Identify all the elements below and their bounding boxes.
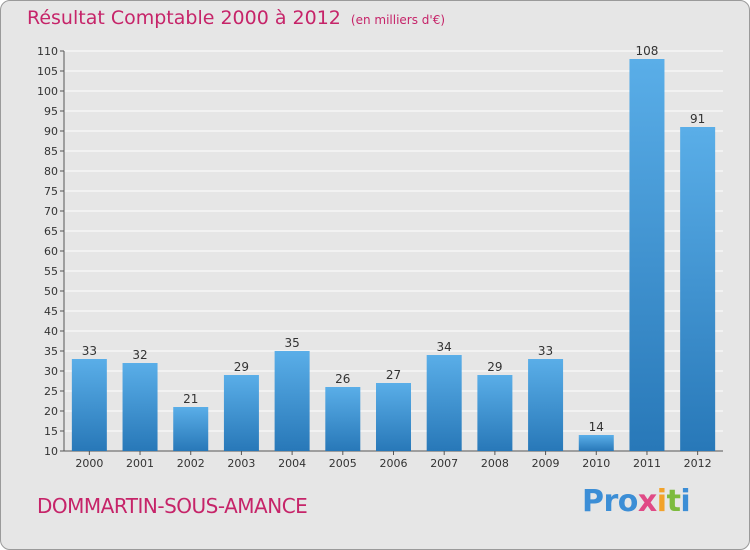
y-tick-label: 70 xyxy=(44,205,58,218)
x-tick-label: 2009 xyxy=(532,457,560,470)
proxiti-logo: Proxiti xyxy=(582,484,691,519)
commune-name: DOMMARTIN-SOUS-AMANCE xyxy=(37,494,308,518)
y-tick-label: 30 xyxy=(44,365,58,378)
bar-value-label: 14 xyxy=(589,420,604,434)
y-tick-label: 20 xyxy=(44,405,58,418)
bar-value-label: 27 xyxy=(386,368,401,382)
y-tick-label: 85 xyxy=(44,145,58,158)
y-tick-label: 50 xyxy=(44,285,58,298)
bar xyxy=(426,355,462,451)
bar-value-label: 32 xyxy=(132,348,147,362)
x-tick-label: 2007 xyxy=(430,457,458,470)
y-tick-label: 90 xyxy=(44,125,58,138)
y-tick-label: 35 xyxy=(44,345,58,358)
bar xyxy=(528,359,564,451)
y-tick-label: 80 xyxy=(44,165,58,178)
y-tick-label: 60 xyxy=(44,245,58,258)
bar xyxy=(578,435,614,451)
y-tick-label: 45 xyxy=(44,305,58,318)
x-tick-label: 2010 xyxy=(582,457,610,470)
bar xyxy=(71,359,107,451)
y-tick-label: 75 xyxy=(44,185,58,198)
x-tick-label: 2001 xyxy=(126,457,154,470)
bar-value-label: 26 xyxy=(335,372,350,386)
y-tick-label: 65 xyxy=(44,225,58,238)
x-tick-label: 2003 xyxy=(227,457,255,470)
bar xyxy=(629,59,665,451)
y-tick-label: 100 xyxy=(37,85,58,98)
bar xyxy=(477,375,513,451)
unit-note: (en milliers d'€) xyxy=(350,13,446,27)
bar-value-label: 34 xyxy=(437,340,452,354)
bar xyxy=(376,383,411,451)
x-tick-label: 2002 xyxy=(177,457,205,470)
bar xyxy=(325,387,361,451)
y-tick-label: 95 xyxy=(44,105,58,118)
x-tick-label: 2004 xyxy=(278,457,306,470)
y-tick-label: 10 xyxy=(44,445,58,458)
x-tick-label: 2000 xyxy=(75,457,103,470)
bar-chart: 10 15 20 25 30 35 40 45 50 55 60 65 70 75 80 85 90 95 100 1… xyxy=(37,44,723,470)
y-tick-label: 15 xyxy=(44,425,58,438)
bar xyxy=(173,407,209,451)
y-tick-label: 55 xyxy=(44,265,58,278)
y-tick-label: 40 xyxy=(44,325,58,338)
chart-title: Résultat Comptable 2000 à 2012 (en millie… xyxy=(27,7,446,29)
bar xyxy=(680,127,716,451)
y-tick-label: 105 xyxy=(37,65,58,78)
x-tick-label: 2011 xyxy=(633,457,661,470)
y-tick-label: 110 xyxy=(37,45,58,58)
bar-value-label: 33 xyxy=(82,344,97,358)
bar-value-label: 29 xyxy=(234,360,249,374)
bar-value-label: 29 xyxy=(487,360,502,374)
x-tick-label: 2008 xyxy=(481,457,509,470)
bar-value-label: 21 xyxy=(183,392,198,406)
bar-value-label: 108 xyxy=(636,44,659,58)
bar-value-label: 35 xyxy=(284,336,299,350)
bar-value-label: 91 xyxy=(690,112,705,126)
y-tick-label: 25 xyxy=(44,385,58,398)
bar xyxy=(274,351,310,451)
bar xyxy=(223,375,259,451)
x-tick-label: 2006 xyxy=(380,457,408,470)
x-tick-label: 2012 xyxy=(684,457,712,470)
x-tick-label: 2005 xyxy=(329,457,357,470)
bar xyxy=(122,363,158,451)
bar-value-label: 33 xyxy=(538,344,553,358)
